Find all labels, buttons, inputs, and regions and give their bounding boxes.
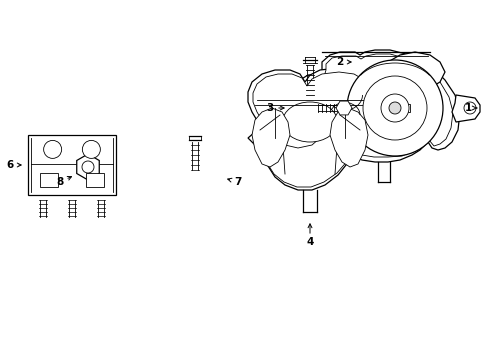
Text: 7: 7 xyxy=(234,177,242,187)
Circle shape xyxy=(389,102,401,114)
Text: 1: 1 xyxy=(465,103,472,113)
Polygon shape xyxy=(372,52,445,100)
FancyBboxPatch shape xyxy=(28,135,116,195)
Polygon shape xyxy=(253,72,373,187)
Polygon shape xyxy=(452,95,480,122)
Circle shape xyxy=(44,140,62,158)
Polygon shape xyxy=(372,100,415,118)
Polygon shape xyxy=(330,108,368,167)
Text: 2: 2 xyxy=(336,57,343,67)
Text: 4: 4 xyxy=(306,237,314,247)
Circle shape xyxy=(464,102,476,114)
Polygon shape xyxy=(324,54,453,157)
Circle shape xyxy=(363,76,427,140)
Text: 6: 6 xyxy=(6,160,14,170)
Bar xyxy=(40,173,58,187)
Circle shape xyxy=(381,94,409,122)
Circle shape xyxy=(347,60,443,156)
Polygon shape xyxy=(295,75,320,132)
Polygon shape xyxy=(77,154,99,180)
Bar xyxy=(86,173,104,187)
Bar xyxy=(400,104,410,112)
Polygon shape xyxy=(252,108,290,167)
Polygon shape xyxy=(318,50,460,162)
Polygon shape xyxy=(278,130,320,148)
Ellipse shape xyxy=(283,102,338,142)
Polygon shape xyxy=(248,68,376,190)
Text: 3: 3 xyxy=(267,103,273,113)
Circle shape xyxy=(82,140,100,158)
Text: 8: 8 xyxy=(56,177,64,187)
Circle shape xyxy=(82,161,94,173)
